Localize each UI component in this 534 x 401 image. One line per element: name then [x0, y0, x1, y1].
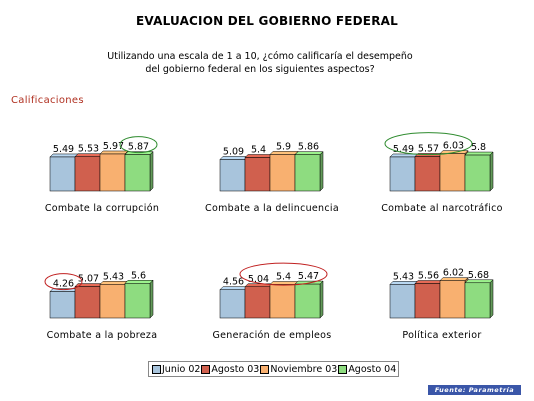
bar [439, 153, 466, 192]
bar [99, 153, 126, 192]
chart-panel: 4.26 5.07 5.43 5.6 Combate a la pobreza [44, 270, 158, 341]
bar-value-label: 5.56 [418, 271, 439, 282]
chart-panel: 5.49 5.57 6.03 5.8 Combate al narcotráfico [381, 132, 503, 214]
panel-label: Combate a la delincuencia [205, 203, 339, 214]
bar-value-label: 5.07 [78, 274, 99, 285]
panel-label: Combate al narcotráfico [381, 203, 503, 214]
legend-item: Agosto 03 [200, 364, 259, 375]
bar-value-label: 5.4 [251, 145, 266, 156]
bar-value-label: 6.02 [443, 268, 464, 279]
bar-value-label: 5.86 [298, 142, 319, 153]
bar-side [489, 279, 494, 319]
bar-value-label: 5.4 [276, 272, 291, 283]
bar-value-label: 5.87 [128, 142, 149, 153]
legend-swatch [338, 364, 348, 374]
bar-value-label: 5.43 [393, 271, 414, 282]
legend-swatch [260, 364, 270, 374]
bar-value-label: 5.8 [471, 142, 486, 153]
highlight-circle [239, 262, 328, 286]
bar-value-label: 5.49 [393, 144, 414, 155]
bar-side [149, 151, 154, 192]
bar [244, 157, 271, 192]
bar [219, 159, 246, 192]
bar [439, 280, 466, 319]
legend-label: Agosto 03 [211, 363, 260, 375]
legend-item: Agosto 04 [337, 364, 396, 375]
panel-label: Política exterior [402, 330, 481, 341]
bar [464, 154, 491, 192]
legend-label: Junio 02 [162, 363, 201, 375]
bar-value-label: 5.97 [103, 141, 124, 152]
subtitle-line-2: del gobierno federal en los siguientes a… [145, 64, 375, 75]
chart-legend: Junio 02 Agosto 03 Noviembre 03 Agosto 04 [148, 361, 400, 377]
bar-value-label: 4.56 [223, 277, 244, 288]
chart-subtitle: Utilizando una escala de 1 a 10, ¿cómo c… [100, 50, 420, 76]
bar-value-label: 5.04 [248, 274, 269, 285]
legend-swatch [201, 364, 211, 374]
bar [294, 154, 321, 192]
bar-value-label: 5.47 [298, 271, 319, 282]
bar [219, 289, 246, 319]
bar [124, 283, 151, 319]
bar [269, 284, 296, 319]
panel-label: Combate la corrupción [45, 203, 159, 214]
bar-value-label: 5.43 [103, 271, 124, 282]
highlight-circle [384, 132, 473, 156]
highlight-circle [44, 273, 83, 291]
source-badge: Fuente: Parametría [428, 385, 521, 395]
bar [414, 156, 441, 192]
bar-value-label: 5.68 [468, 270, 489, 281]
panel-label: Combate a la pobreza [47, 330, 158, 341]
chart-panel: 5.49 5.53 5.97 5.87 Combate la corrupción [45, 136, 159, 214]
bar [269, 154, 296, 192]
bar [389, 284, 416, 319]
bar-value-label: 5.53 [78, 144, 99, 155]
subtitle-line-1: Utilizando una escala de 1 a 10, ¿cómo c… [107, 51, 413, 62]
highlight-circle [119, 136, 158, 154]
section-label: Calificaciones [11, 95, 84, 106]
bar [244, 286, 271, 319]
chart-panel: 5.09 5.4 5.9 5.86 Combate a la delincuencia [205, 141, 339, 214]
bar [74, 156, 101, 192]
legend-label: Noviembre 03 [270, 363, 338, 375]
bar [414, 283, 441, 319]
bar [464, 282, 491, 319]
bar-side [319, 280, 324, 319]
bar-side [149, 279, 154, 319]
legend-swatch [152, 364, 161, 374]
chart-panel: 4.56 5.04 5.4 5.47 Generación de empleos [212, 262, 331, 341]
bar [74, 286, 101, 319]
bar-value-label: 5.49 [53, 144, 74, 155]
bar [124, 154, 151, 192]
chart-panel: 5.43 5.56 6.02 5.68 Política exterior [389, 268, 494, 341]
bar [99, 284, 126, 319]
legend-item: Junio 02 [151, 364, 200, 375]
bar [49, 156, 76, 192]
bar-value-label: 4.26 [53, 279, 74, 290]
legend-item: Noviembre 03 [259, 364, 337, 375]
bar-side [319, 151, 324, 192]
bar-value-label: 5.09 [223, 146, 244, 157]
bar [294, 283, 321, 319]
legend-label: Agosto 04 [348, 363, 397, 375]
bar-value-label: 5.6 [131, 270, 146, 281]
bar-side [489, 151, 494, 192]
chart-title: EVALUACION DEL GOBIERNO FEDERAL [136, 14, 398, 28]
panel-label: Generación de empleos [212, 330, 331, 341]
bar-value-label: 5.9 [276, 141, 291, 152]
bar [49, 291, 76, 319]
bar-value-label: 6.03 [443, 141, 464, 152]
bar-value-label: 5.57 [418, 143, 439, 154]
bar [389, 156, 416, 192]
